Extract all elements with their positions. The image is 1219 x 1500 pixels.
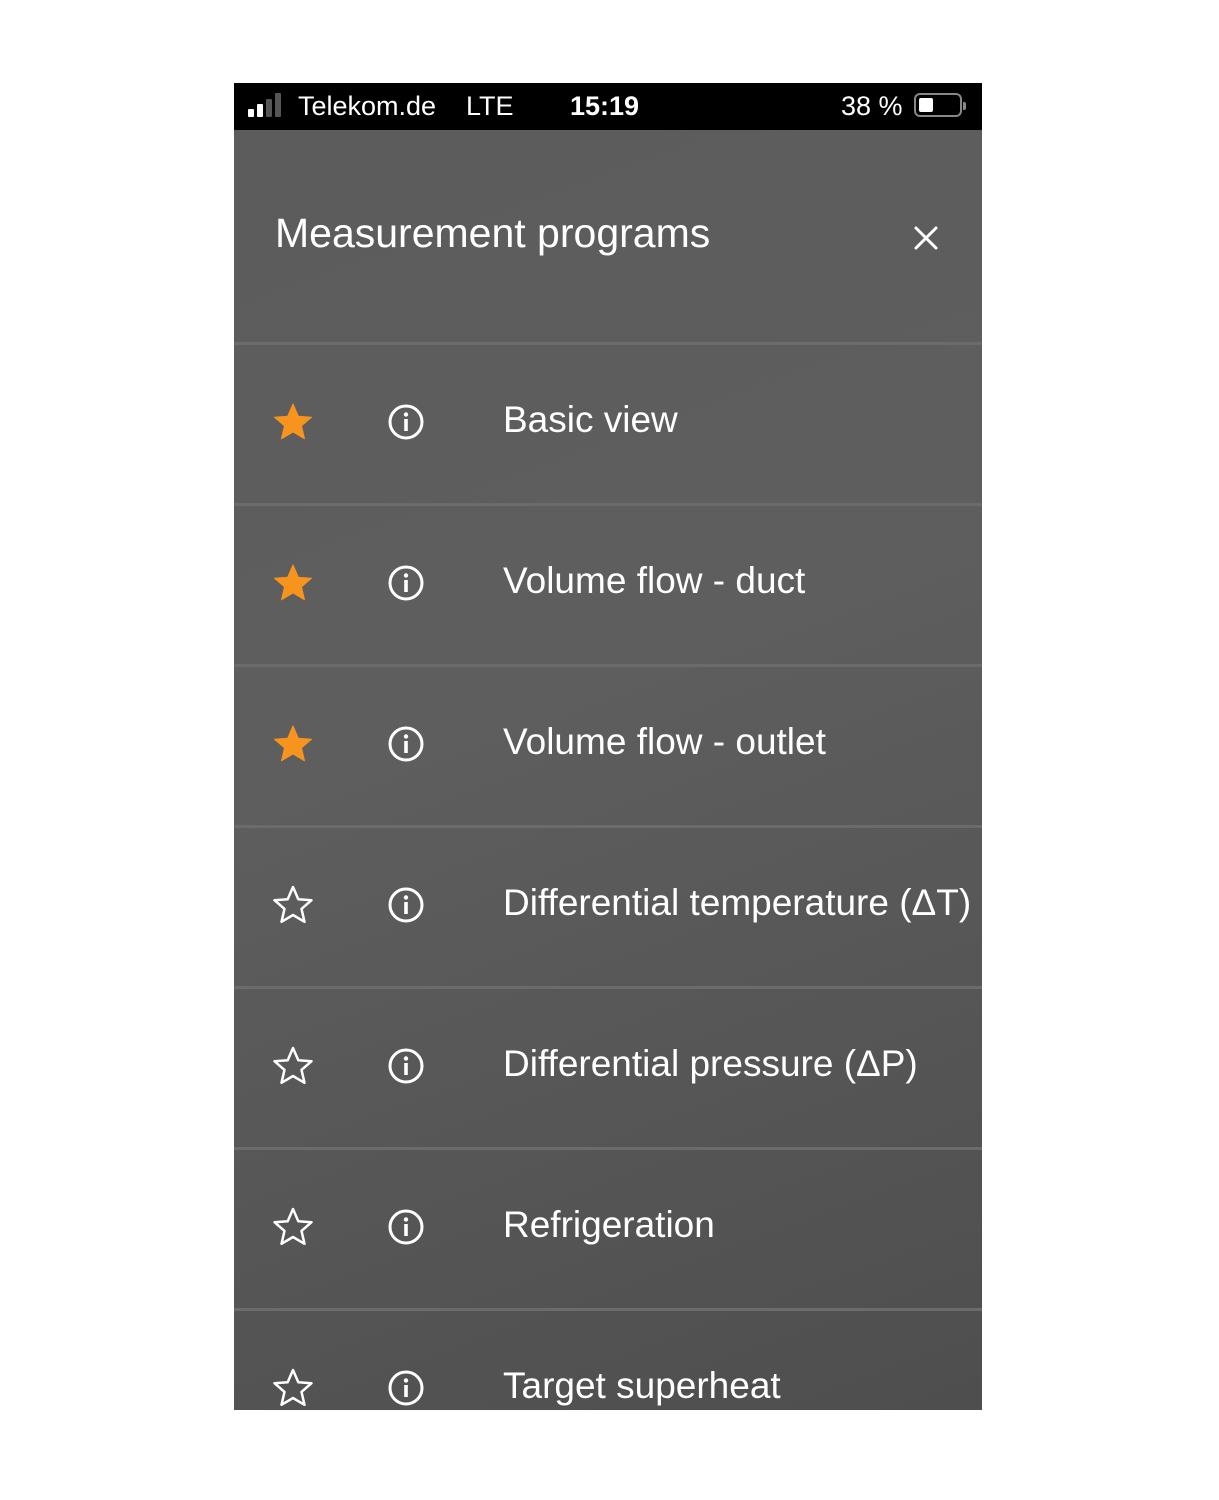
info-icon[interactable] [387, 564, 425, 602]
info-icon[interactable] [387, 1047, 425, 1085]
program-row[interactable]: Basic view [234, 342, 982, 503]
star-outline-icon[interactable] [272, 884, 314, 926]
star-filled-icon[interactable] [272, 562, 314, 604]
program-row[interactable]: Differential temperature (ΔT) [234, 825, 982, 986]
app-screen: Telekom.de LTE 15:19 38 % Measurement pr… [234, 83, 982, 1410]
info-icon[interactable] [387, 886, 425, 924]
program-row[interactable]: Target superheat [234, 1308, 982, 1410]
info-icon[interactable] [387, 403, 425, 441]
info-icon[interactable] [387, 725, 425, 763]
info-icon[interactable] [387, 1369, 425, 1407]
program-label: Differential pressure (ΔP) [503, 1043, 918, 1084]
star-outline-icon[interactable] [272, 1045, 314, 1087]
program-label: Volume flow - outlet [503, 721, 826, 762]
battery-percent: 38 % [841, 91, 903, 121]
close-icon[interactable] [906, 218, 946, 258]
header: Measurement programs [234, 130, 982, 342]
info-icon[interactable] [387, 1208, 425, 1246]
program-row[interactable]: Volume flow - outlet [234, 664, 982, 825]
star-filled-icon[interactable] [272, 723, 314, 765]
star-outline-icon[interactable] [272, 1206, 314, 1248]
carrier-name: Telekom.de [298, 91, 437, 121]
program-list: Basic view Volume flow - duct Volume flow … [234, 342, 982, 1410]
star-outline-icon[interactable] [272, 1367, 314, 1409]
battery-icon [914, 93, 966, 117]
program-label: Volume flow - duct [503, 560, 806, 601]
clock: 15:19 [570, 91, 640, 121]
program-row[interactable]: Differential pressure (ΔP) [234, 986, 982, 1147]
star-filled-icon[interactable] [272, 401, 314, 443]
program-label: Basic view [503, 399, 678, 440]
program-row[interactable]: Volume flow - duct [234, 503, 982, 664]
program-label: Differential temperature (ΔT) [503, 882, 972, 923]
page-title: Measurement programs [275, 210, 711, 256]
program-label: Refrigeration [503, 1204, 715, 1245]
status-bar: Telekom.de LTE 15:19 38 % [234, 83, 982, 130]
network-type: LTE [466, 91, 514, 121]
signal-icon [248, 93, 281, 117]
program-row[interactable]: Refrigeration [234, 1147, 982, 1308]
program-label: Target superheat [503, 1365, 781, 1406]
